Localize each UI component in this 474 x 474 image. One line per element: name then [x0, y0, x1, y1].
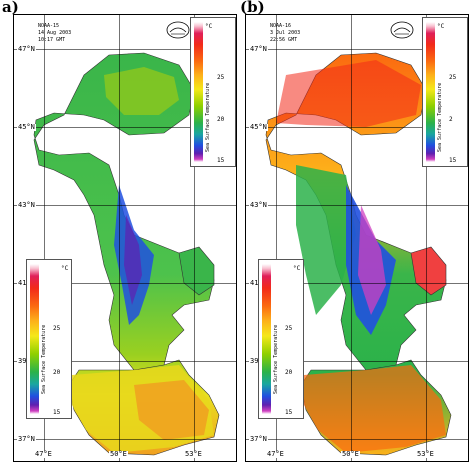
institute-logo-icon — [390, 21, 414, 39]
panel-a-label: a) — [2, 0, 19, 16]
colorbar-tick: 20 — [285, 369, 293, 376]
north-hot-region-b — [276, 60, 421, 127]
colorbar-tick: 15 — [449, 157, 457, 164]
lat-label-45: 45°N — [17, 123, 36, 131]
middle-green-region-b — [296, 165, 356, 315]
lat-label-45: 45°N — [249, 123, 268, 131]
colorbar-tick: 15 — [217, 157, 225, 164]
colorbar-b-top: °C Sea Surface Temperature 25 2 15 — [422, 17, 468, 167]
colorbar-unit: °C — [293, 265, 301, 272]
satellite-name-b: NOAA-16 — [270, 23, 292, 29]
lon-label-53: 53°E — [416, 450, 435, 458]
colorbar-unit: °C — [205, 23, 213, 30]
institute-logo-icon — [166, 21, 190, 39]
colorbar-tick: 25 — [285, 325, 293, 332]
colorbar-title: Sea Surface Temperature — [437, 82, 443, 152]
lat-label-47: 47°N — [17, 45, 36, 53]
colorbar-a-top: °C Sea Surface Temperature 25 20 15 — [190, 17, 236, 167]
colorbar-title: Sea Surface Temperature — [205, 82, 211, 152]
colorbar-ramp — [426, 22, 435, 162]
colorbar-ramp — [30, 264, 39, 414]
east-coldest-core-b — [358, 205, 386, 315]
panel-b-label: (b) — [240, 0, 265, 16]
colorbar-unit: °C — [61, 265, 69, 272]
lon-label-50: 50°E — [341, 450, 360, 458]
lat-label-43: 43°N — [17, 201, 36, 209]
lat-label-43: 43°N — [249, 201, 268, 209]
lon-label-47: 47°E — [34, 450, 53, 458]
colorbar-tick: 25 — [53, 325, 61, 332]
south-hot-region-a — [134, 380, 209, 440]
panel-b-map: 47°N 45°N 43°N 41°N 39°N 37°N 47°E 50°E … — [245, 14, 469, 462]
colorbar-tick: 15 — [53, 409, 61, 416]
east-cold-core-a — [124, 215, 142, 305]
lon-label-53: 53°E — [184, 450, 203, 458]
lat-label-37: 37°N — [249, 435, 268, 443]
lon-label-50: 50°E — [109, 450, 128, 458]
acquisition-date-a: 14 Aug 2003 — [38, 30, 72, 36]
north-warm-patch-a — [104, 67, 179, 115]
colorbar-tick: 25 — [449, 74, 457, 81]
colorbar-tick: 2 — [449, 116, 453, 123]
colorbar-tick: 20 — [53, 369, 61, 376]
lon-label-47: 47°E — [266, 450, 285, 458]
panel-a-map: 47°N 45°N 43°N 41°N 39°N 37°N 47°E 50°E … — [13, 14, 237, 462]
colorbar-title: Sea Surface Temperature — [273, 324, 279, 394]
acquisition-date-b: 3 Jul 2003 — [270, 30, 301, 36]
colorbar-unit: °C — [437, 23, 445, 30]
south-warm-region-b — [304, 365, 446, 453]
lat-label-37: 37°N — [17, 435, 36, 443]
lat-label-47: 47°N — [249, 45, 268, 53]
colorbar-tick: 15 — [285, 409, 293, 416]
acquisition-time-b: 22:56 GMT — [270, 37, 298, 43]
colorbar-title: Sea Surface Temperature — [41, 324, 47, 394]
acquisition-time-a: 10:17 GMT — [38, 37, 66, 43]
colorbar-b-bottom: °C Sea Surface Temperature 25 20 15 — [258, 259, 304, 419]
colorbar-tick: 20 — [217, 116, 225, 123]
colorbar-a-bottom: °C Sea Surface Temperature 25 20 15 — [26, 259, 72, 419]
caspian-sst-map-b — [265, 52, 452, 456]
colorbar-ramp — [262, 264, 271, 414]
satellite-name-a: NOAA-15 — [38, 23, 60, 29]
colorbar-ramp — [194, 22, 203, 162]
colorbar-tick: 25 — [217, 74, 225, 81]
